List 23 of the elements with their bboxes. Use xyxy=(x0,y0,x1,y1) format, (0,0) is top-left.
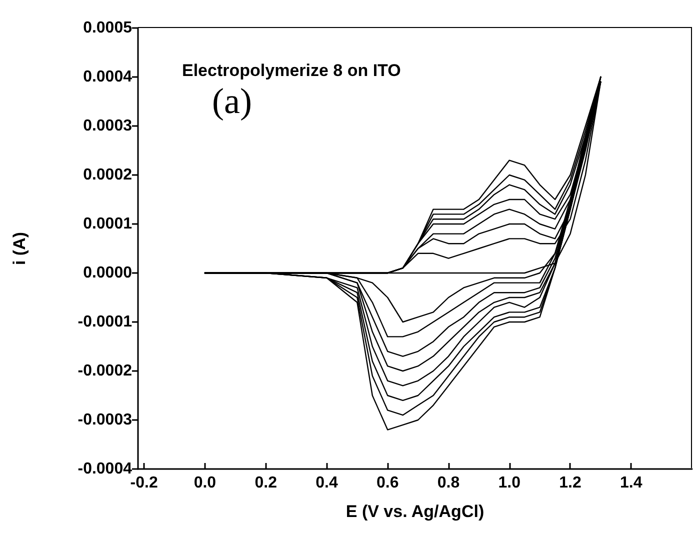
x-tick-label: 1.2 xyxy=(559,474,582,492)
annotation: (a) xyxy=(212,81,252,121)
y-tick-label: 0.0000 xyxy=(83,264,132,282)
x-tick-label: 0.8 xyxy=(437,474,460,492)
y-tick-label: -0.0003 xyxy=(78,412,132,428)
y-tick-label: 0.0005 xyxy=(83,20,132,36)
y-tick-label: -0.0002 xyxy=(78,362,132,380)
x-tick-label: 0.6 xyxy=(376,474,399,492)
y-tick-label: -0.0001 xyxy=(78,314,132,330)
x-tick-label: 1.4 xyxy=(620,474,642,492)
y-tick-label: 0.0004 xyxy=(83,68,132,86)
x-tick-label: 1.0 xyxy=(498,474,521,492)
y-tick-label: 0.0001 xyxy=(83,216,132,232)
y-tick-label: -0.0004 xyxy=(78,460,132,478)
x-tick-label: 0.0 xyxy=(194,474,216,492)
x-axis-title: E (V vs. Ag/AgCl) xyxy=(346,502,484,521)
y-tick-label: 0.0003 xyxy=(83,118,132,134)
annotation: Electropolymerize 8 on ITO xyxy=(182,61,401,80)
y-axis-title: i (A) xyxy=(10,232,29,266)
y-tick-label: 0.0002 xyxy=(83,166,132,184)
x-tick-label: -0.2 xyxy=(130,474,158,492)
x-tick-label: 0.4 xyxy=(316,474,338,492)
x-tick-label: 0.2 xyxy=(254,474,278,492)
